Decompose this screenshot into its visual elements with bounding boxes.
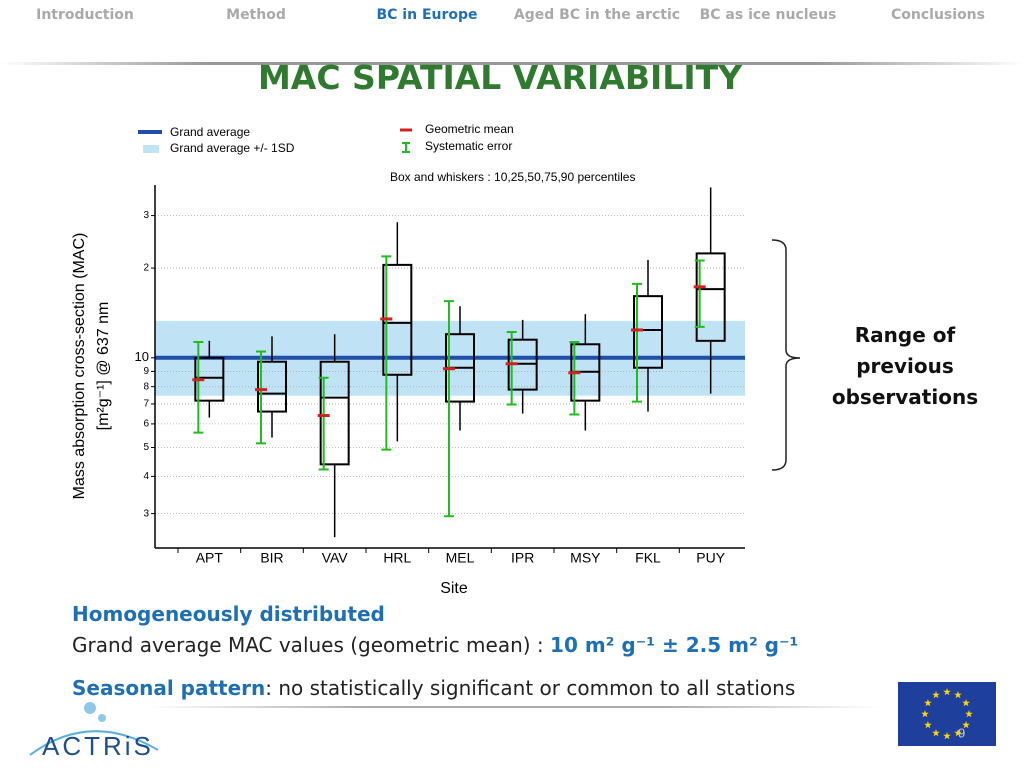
x-tick-label: PUY: [696, 550, 725, 566]
text-line: Homogeneously distributed: [72, 602, 385, 626]
nav-item[interactable]: Conclusions: [891, 7, 985, 23]
y-axis-label: Mass absorption cross-section (MAC): [71, 233, 88, 500]
logo: ACTRiS: [29, 702, 159, 761]
star: [932, 729, 940, 737]
x-axis-label: Site: [440, 580, 468, 597]
y-tick-label: 3: [143, 508, 149, 519]
nav-rule: [0, 62, 1024, 65]
error-bar: [193, 340, 204, 434]
y-tick-label: 4: [143, 471, 149, 482]
y-axis-label: [m²g⁻¹] @ 637 nm: [95, 302, 112, 431]
nav-item[interactable]: Introduction: [36, 7, 134, 23]
y-tick-label: 7: [143, 399, 149, 410]
slide-title: MAC SPATIAL VARIABILITY: [257, 58, 743, 97]
star: [924, 699, 932, 707]
y-tick-label: 10: [135, 349, 149, 364]
text-line: Seasonal pattern: no statistically signi…: [72, 676, 795, 700]
y-tick-label: 3: [143, 210, 149, 221]
legend-label: Geometric mean: [425, 122, 514, 136]
nav-item[interactable]: BC in Europe: [376, 7, 478, 23]
x-tick-label: VAV: [322, 550, 349, 566]
star: [965, 710, 973, 718]
x-tick-label: FKL: [635, 550, 661, 566]
x-tick-label: APT: [196, 550, 224, 566]
legend-swatch: [402, 142, 410, 153]
y-tick-label: 9: [143, 366, 149, 377]
error-bar: [694, 259, 705, 328]
legend-swatch: [143, 145, 159, 153]
eu-flag: 9: [898, 682, 996, 746]
x-tick-label: MEL: [446, 550, 475, 566]
star: [924, 721, 932, 729]
y-tick-label: 8: [143, 381, 149, 392]
y-tick-label: 2: [143, 263, 149, 274]
text: : no statistically significant or common…: [265, 676, 796, 700]
error-bar: [318, 376, 329, 471]
box: [319, 360, 350, 466]
star: [932, 690, 940, 699]
page-number: 9: [958, 725, 965, 740]
error-bar: [256, 350, 266, 445]
error-bar: [381, 255, 392, 451]
legend-label: Grand average +/- 1SD: [170, 141, 295, 155]
error-bar: [632, 282, 642, 403]
nav-item[interactable]: Aged BC in the arctic: [513, 7, 681, 23]
star: [954, 729, 962, 737]
chart: Box and whiskers : 10,25,50,75,90 percen…: [71, 122, 801, 597]
brace: [771, 239, 801, 471]
x-tick-label: MSY: [570, 550, 601, 566]
error-bar: [444, 300, 454, 518]
text-line: Grand average MAC values (geometric mean…: [72, 633, 798, 657]
error-bar: [506, 331, 517, 406]
star: [954, 690, 962, 699]
star: [943, 688, 951, 696]
logo-dot: [98, 714, 106, 722]
box: [633, 295, 663, 369]
legend-label: Systematic error: [425, 139, 512, 153]
star: [921, 710, 929, 718]
y-tick-label: 6: [143, 419, 149, 430]
star: [943, 732, 951, 740]
annotation: Range of previous observations: [831, 323, 979, 409]
highlight: Seasonal pattern: [72, 676, 266, 700]
chart-subtitle: Box and whiskers : 10,25,50,75,90 percen…: [390, 170, 635, 184]
footer-rule: [150, 706, 880, 708]
logo-text: ACTRiS: [42, 731, 154, 761]
highlight: 10 m² g⁻¹ ± 2.5 m² g⁻¹: [550, 633, 799, 657]
logo-dot: [84, 702, 96, 714]
logo-arc: [29, 730, 159, 756]
nav-item[interactable]: BC as ice nucleus: [699, 7, 837, 23]
text: Grand average MAC values (geometric mean…: [72, 633, 551, 657]
star: [962, 721, 970, 729]
y-tick-label: 5: [143, 442, 149, 453]
x-tick-label: HRL: [383, 550, 411, 566]
error-bar: [569, 340, 580, 416]
box: [257, 360, 287, 413]
nav-item[interactable]: Method: [226, 7, 286, 23]
x-tick-label: BIR: [260, 550, 283, 566]
x-tick-label: IPR: [511, 550, 534, 566]
box: [695, 252, 726, 342]
legend-label: Grand average: [170, 125, 250, 139]
star: [962, 699, 970, 707]
